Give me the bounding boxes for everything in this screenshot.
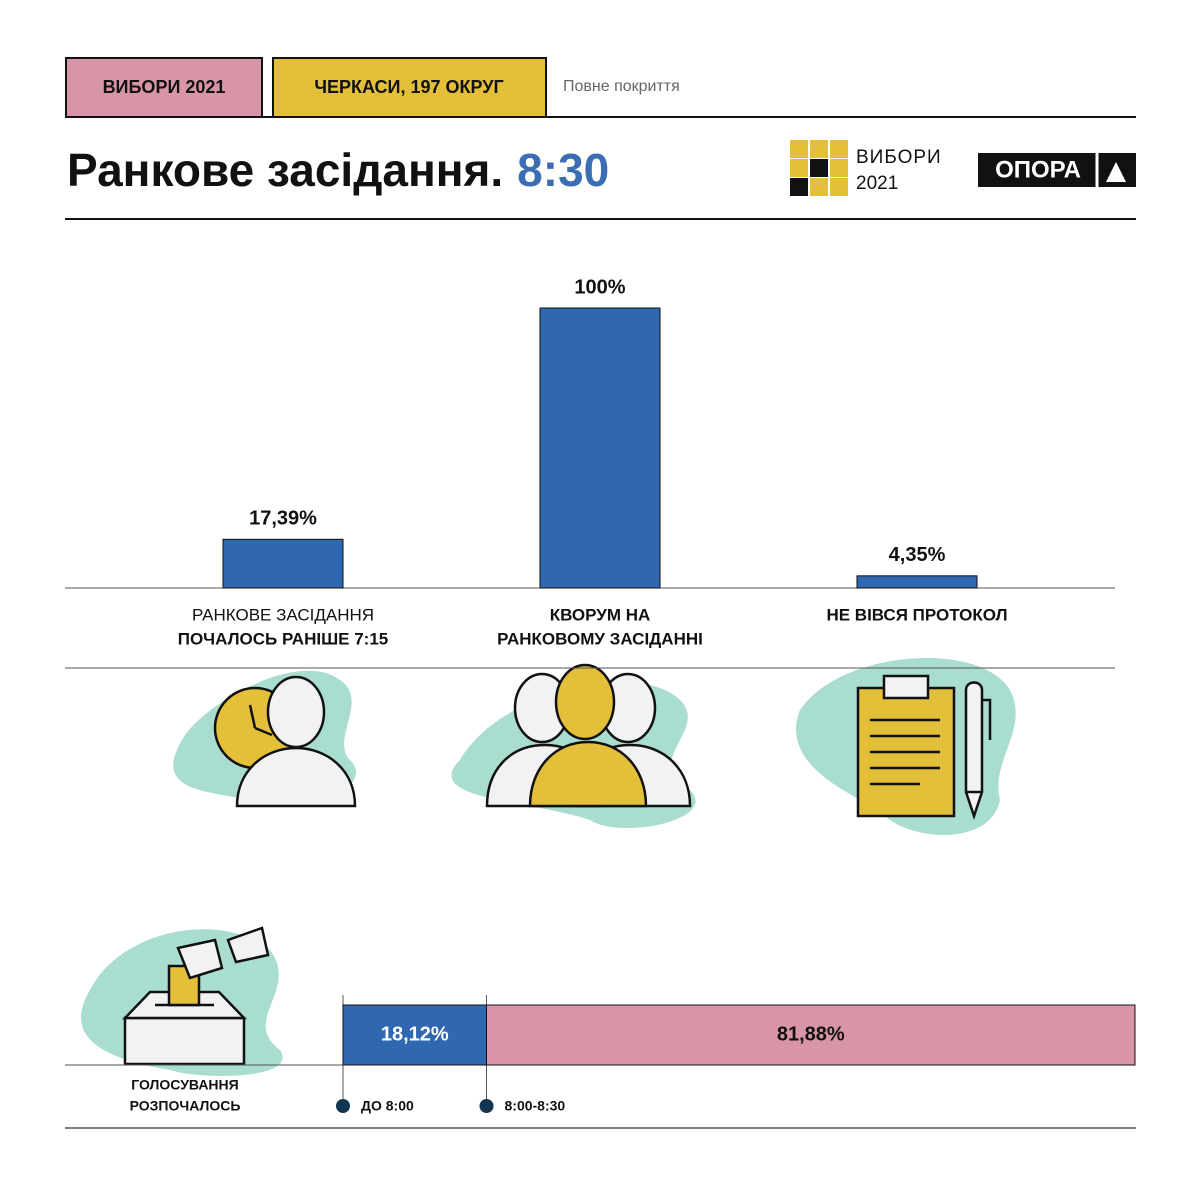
title-time: 8:30 xyxy=(517,144,609,196)
bar xyxy=(222,538,344,589)
value-label: 100% xyxy=(574,276,625,298)
value-label: 18,12% xyxy=(381,1023,449,1045)
category-label: РАНКОВЕ ЗАСІДАННЯ xyxy=(192,605,374,624)
legend-label: 8:00-8:30 xyxy=(505,1098,566,1114)
title: Ранкове засідання. 8:30 xyxy=(67,144,609,196)
category-label: ПОЧАЛОСЬ РАНІШЕ 7:15 xyxy=(178,629,389,648)
value-label: 81,88% xyxy=(777,1023,845,1045)
tag-box xyxy=(65,57,263,118)
logo-text: 2021 xyxy=(856,173,898,194)
value-label: 17,39% xyxy=(249,508,317,530)
segment xyxy=(342,1004,488,1066)
tag-box xyxy=(272,57,547,118)
icon-ballot xyxy=(81,926,283,1076)
icon-clock-person xyxy=(173,670,357,808)
category-label: ГОЛОСУВАННЯ xyxy=(131,1077,238,1093)
note: Повне покриття xyxy=(563,78,680,95)
logo-squares xyxy=(790,140,848,196)
tag: ЧЕРКАСИ, 197 ОКРУГ xyxy=(314,77,503,97)
legend-label: ДО 8:00 xyxy=(361,1098,414,1114)
category-label: НЕ ВІВСЯ ПРОТОКОЛ xyxy=(826,605,1007,624)
brand: ОПОРА xyxy=(995,156,1081,183)
logo-text: ВИБОРИ xyxy=(856,147,942,168)
brand-triangle xyxy=(1106,162,1126,182)
title-text: Ранкове засідання. xyxy=(67,144,503,196)
bar xyxy=(856,575,978,589)
icon-clipboard xyxy=(796,657,1016,835)
category-label: РОЗПОЧАЛОСЬ xyxy=(130,1098,241,1114)
segment xyxy=(486,1004,1136,1066)
bar xyxy=(539,307,661,589)
icon-people xyxy=(451,663,696,829)
category-label: КВОРУМ НА xyxy=(550,605,651,624)
legend-dot xyxy=(336,1099,350,1113)
value-label: 4,35% xyxy=(889,544,946,566)
category-label: РАНКОВОМУ ЗАСІДАННІ xyxy=(497,629,703,648)
tag: ВИБОРИ 2021 xyxy=(103,77,226,97)
legend-dot xyxy=(479,1099,494,1113)
